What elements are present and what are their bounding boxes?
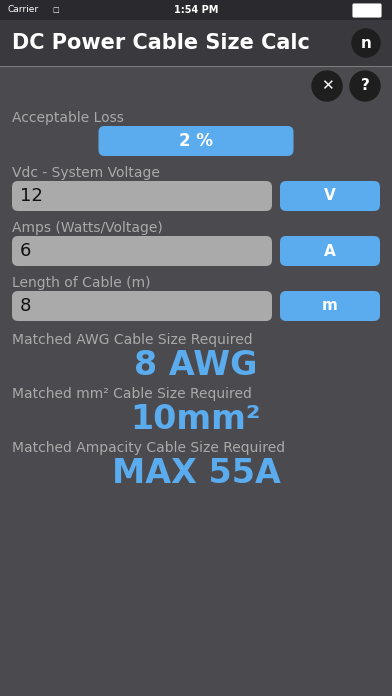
FancyBboxPatch shape: [12, 236, 272, 266]
FancyBboxPatch shape: [98, 126, 294, 156]
FancyBboxPatch shape: [353, 4, 381, 17]
Text: 12: 12: [20, 187, 43, 205]
Text: V: V: [324, 189, 336, 203]
Text: n: n: [361, 35, 372, 51]
Text: □: □: [52, 7, 59, 13]
FancyBboxPatch shape: [280, 236, 380, 266]
Text: ✕: ✕: [321, 79, 333, 93]
Text: A: A: [324, 244, 336, 258]
Text: 8 AWG: 8 AWG: [134, 349, 258, 382]
Text: m: m: [322, 299, 338, 313]
Text: ?: ?: [361, 79, 369, 93]
FancyBboxPatch shape: [280, 181, 380, 211]
FancyBboxPatch shape: [280, 291, 380, 321]
Text: 10mm²: 10mm²: [131, 403, 261, 436]
Text: Matched mm² Cable Size Required: Matched mm² Cable Size Required: [12, 387, 252, 401]
Text: Amps (Watts/Voltage): Amps (Watts/Voltage): [12, 221, 163, 235]
Text: Length of Cable (m): Length of Cable (m): [12, 276, 151, 290]
Text: MAX 55A: MAX 55A: [112, 457, 280, 490]
Text: Matched Ampacity Cable Size Required: Matched Ampacity Cable Size Required: [12, 441, 285, 455]
FancyBboxPatch shape: [12, 291, 272, 321]
Circle shape: [352, 29, 380, 57]
Text: Matched AWG Cable Size Required: Matched AWG Cable Size Required: [12, 333, 252, 347]
Text: Vdc - System Voltage: Vdc - System Voltage: [12, 166, 160, 180]
Text: DC Power Cable Size Calc: DC Power Cable Size Calc: [12, 33, 310, 53]
Circle shape: [312, 71, 342, 101]
Text: 6: 6: [20, 242, 31, 260]
Text: Acceptable Loss: Acceptable Loss: [12, 111, 124, 125]
FancyBboxPatch shape: [0, 0, 392, 20]
FancyBboxPatch shape: [0, 20, 392, 66]
Circle shape: [350, 71, 380, 101]
Text: Carrier: Carrier: [8, 6, 39, 15]
FancyBboxPatch shape: [12, 181, 272, 211]
Text: 8: 8: [20, 297, 31, 315]
Text: 2 %: 2 %: [179, 132, 213, 150]
Text: 1:54 PM: 1:54 PM: [174, 5, 218, 15]
